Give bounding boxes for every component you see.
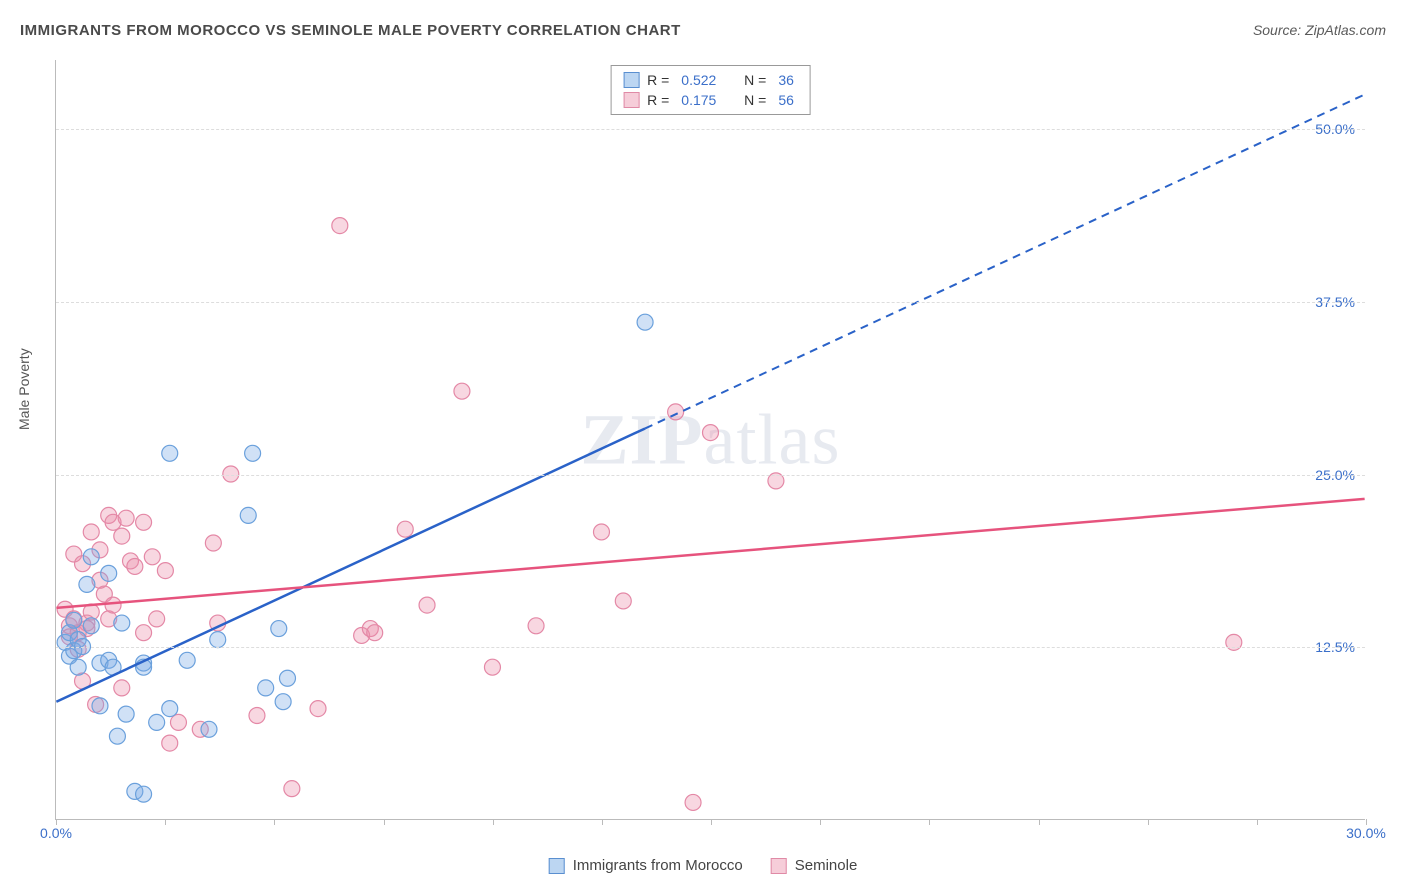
- swatch-series-0-bottom: [549, 858, 565, 874]
- scatter-point: [419, 597, 435, 613]
- scatter-point: [205, 535, 221, 551]
- gridline-h: [56, 647, 1365, 648]
- scatter-point: [367, 625, 383, 641]
- scatter-point: [271, 621, 287, 637]
- trend-line-dashed: [645, 95, 1365, 429]
- swatch-series-1-bottom: [771, 858, 787, 874]
- scatter-point: [201, 721, 217, 737]
- scatter-point: [210, 632, 226, 648]
- x-tick-mark: [1148, 819, 1149, 825]
- legend-label-1: Seminole: [795, 857, 858, 874]
- scatter-point: [162, 445, 178, 461]
- scatter-point: [118, 510, 134, 526]
- scatter-point: [149, 714, 165, 730]
- scatter-point: [484, 659, 500, 675]
- gridline-h: [56, 302, 1365, 303]
- scatter-point: [79, 576, 95, 592]
- scatter-point: [114, 528, 130, 544]
- scatter-point: [136, 514, 152, 530]
- x-tick-label: 30.0%: [1346, 825, 1386, 841]
- scatter-point: [332, 218, 348, 234]
- scatter-point: [109, 728, 125, 744]
- source-label: Source: ZipAtlas.com: [1253, 22, 1386, 38]
- scatter-point: [703, 425, 719, 441]
- scatter-point: [258, 680, 274, 696]
- legend-label-0: Immigrants from Morocco: [573, 857, 743, 874]
- gridline-h: [56, 129, 1365, 130]
- scatter-point: [397, 521, 413, 537]
- scatter-point: [105, 597, 121, 613]
- x-tick-mark: [602, 819, 603, 825]
- scatter-point: [127, 558, 143, 574]
- gridline-h: [56, 475, 1365, 476]
- legend-item-1: Seminole: [771, 857, 858, 874]
- scatter-point: [144, 549, 160, 565]
- scatter-point: [162, 735, 178, 751]
- scatter-point: [157, 563, 173, 579]
- scatter-point: [528, 618, 544, 634]
- legend-series: Immigrants from Morocco Seminole: [549, 857, 858, 874]
- x-tick-mark: [1257, 819, 1258, 825]
- plot-area: ZIPatlas R = 0.522 N = 36 R = 0.175 N = …: [55, 60, 1365, 820]
- scatter-point: [162, 701, 178, 717]
- scatter-point: [668, 404, 684, 420]
- scatter-point: [310, 701, 326, 717]
- x-tick-mark: [165, 819, 166, 825]
- x-tick-mark: [1039, 819, 1040, 825]
- scatter-point: [136, 625, 152, 641]
- scatter-point: [615, 593, 631, 609]
- x-tick-label: 0.0%: [40, 825, 72, 841]
- scatter-point: [92, 698, 108, 714]
- scatter-point: [136, 786, 152, 802]
- scatter-point: [114, 680, 130, 696]
- scatter-point: [149, 611, 165, 627]
- x-tick-mark: [274, 819, 275, 825]
- scatter-point: [170, 714, 186, 730]
- scatter-point: [593, 524, 609, 540]
- scatter-point: [685, 794, 701, 810]
- scatter-point: [83, 618, 99, 634]
- scatter-point: [101, 565, 117, 581]
- scatter-point: [275, 694, 291, 710]
- x-tick-mark: [384, 819, 385, 825]
- scatter-point: [83, 524, 99, 540]
- x-tick-mark: [929, 819, 930, 825]
- scatter-point: [118, 706, 134, 722]
- scatter-point: [454, 383, 470, 399]
- chart-title: IMMIGRANTS FROM MOROCCO VS SEMINOLE MALE…: [20, 22, 681, 39]
- scatter-point: [66, 612, 82, 628]
- scatter-point: [240, 507, 256, 523]
- scatter-point: [284, 781, 300, 797]
- x-tick-mark: [820, 819, 821, 825]
- scatter-point: [637, 314, 653, 330]
- y-axis-label: Male Poverty: [16, 348, 32, 430]
- scatter-point: [83, 549, 99, 565]
- scatter-point: [280, 670, 296, 686]
- legend-item-0: Immigrants from Morocco: [549, 857, 743, 874]
- x-tick-mark: [493, 819, 494, 825]
- x-tick-mark: [711, 819, 712, 825]
- scatter-point: [114, 615, 130, 631]
- scatter-point: [245, 445, 261, 461]
- scatter-point: [249, 708, 265, 724]
- scatter-point: [179, 652, 195, 668]
- chart-svg: [56, 60, 1365, 819]
- scatter-point: [70, 659, 86, 675]
